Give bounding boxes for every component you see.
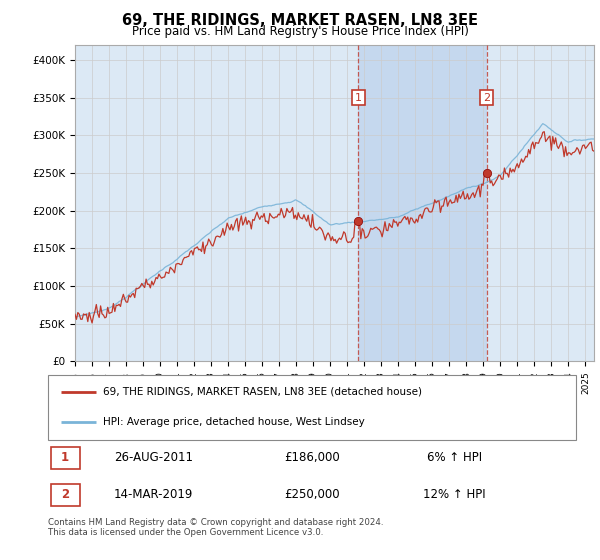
Text: 2: 2 xyxy=(61,488,69,501)
Text: HPI: Average price, detached house, West Lindsey: HPI: Average price, detached house, West… xyxy=(103,417,365,427)
Text: 6% ↑ HPI: 6% ↑ HPI xyxy=(427,451,482,464)
Text: 69, THE RIDINGS, MARKET RASEN, LN8 3EE (detached house): 69, THE RIDINGS, MARKET RASEN, LN8 3EE (… xyxy=(103,387,422,397)
FancyBboxPatch shape xyxy=(50,484,80,506)
FancyBboxPatch shape xyxy=(48,375,576,440)
Text: Contains HM Land Registry data © Crown copyright and database right 2024.
This d: Contains HM Land Registry data © Crown c… xyxy=(48,518,383,538)
Text: £186,000: £186,000 xyxy=(284,451,340,464)
Text: Price paid vs. HM Land Registry's House Price Index (HPI): Price paid vs. HM Land Registry's House … xyxy=(131,25,469,38)
Text: 69, THE RIDINGS, MARKET RASEN, LN8 3EE: 69, THE RIDINGS, MARKET RASEN, LN8 3EE xyxy=(122,13,478,28)
FancyBboxPatch shape xyxy=(50,447,80,469)
Text: 12% ↑ HPI: 12% ↑ HPI xyxy=(423,488,486,501)
Text: 1: 1 xyxy=(61,451,69,464)
Bar xyxy=(358,45,487,361)
Text: 1: 1 xyxy=(355,92,362,102)
Text: 14-MAR-2019: 14-MAR-2019 xyxy=(114,488,193,501)
Text: £250,000: £250,000 xyxy=(284,488,340,501)
Text: 2: 2 xyxy=(483,92,490,102)
Text: 26-AUG-2011: 26-AUG-2011 xyxy=(114,451,193,464)
